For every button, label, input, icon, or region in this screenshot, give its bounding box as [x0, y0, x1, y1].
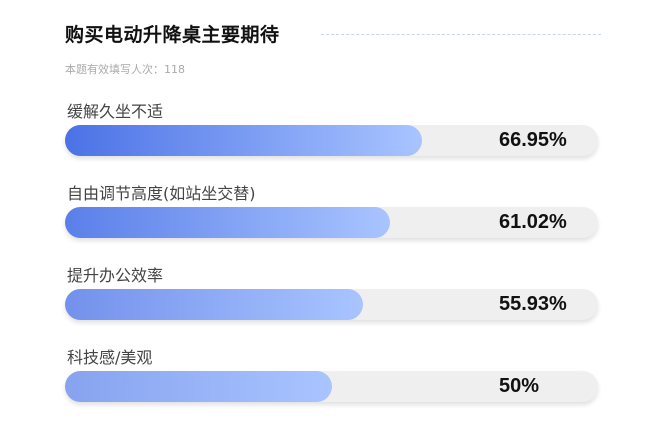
value-label: 50%	[499, 375, 540, 397]
bar-track: 50%	[65, 371, 598, 402]
category-label: 缓解久坐不适	[67, 102, 164, 121]
bar	[65, 371, 332, 402]
bar-track: 55.93%	[65, 289, 598, 320]
bar-row: 自由调节高度(如站坐交替) 61.02%	[65, 180, 598, 250]
bar-row: 提升办公效率 55.93%	[65, 262, 598, 332]
category-label: 自由调节高度(如站坐交替)	[67, 184, 256, 203]
value-label: 61.02%	[499, 211, 567, 233]
bar	[65, 207, 391, 238]
value-label: 66.95%	[499, 129, 567, 151]
bar-track: 61.02%	[65, 207, 598, 238]
bar-track: 66.95%	[65, 125, 598, 156]
response-count: 本题有效填写人次：118	[65, 63, 185, 76]
bar-row: 科技感/美观 50%	[65, 344, 598, 414]
category-label: 提升办公效率	[67, 266, 164, 285]
bar	[65, 289, 364, 320]
title-divider	[321, 34, 601, 35]
category-label: 科技感/美观	[67, 348, 153, 367]
bar-row: 缓解久坐不适 66.95%	[65, 98, 598, 168]
value-label: 55.93%	[499, 293, 567, 315]
bar	[65, 125, 422, 156]
chart-title: 购买电动升降桌主要期待	[65, 24, 280, 46]
